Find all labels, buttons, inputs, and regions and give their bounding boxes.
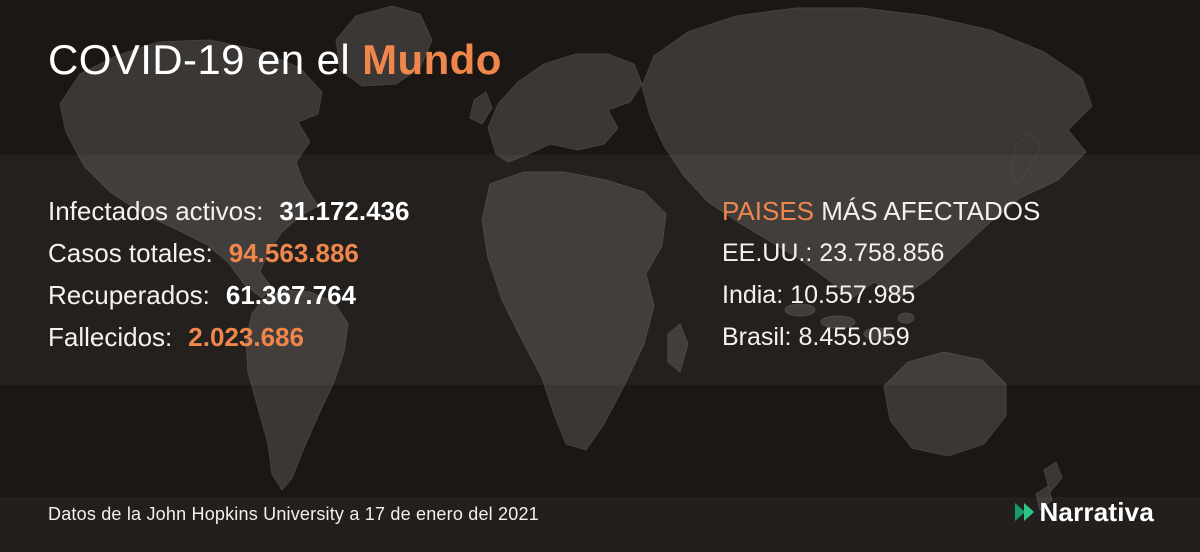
affected-title-rest: MÁS AFECTADOS [814,196,1041,226]
country-value: 23.758.856 [819,239,945,267]
stat-label: Recuperados: [48,280,210,310]
affected-title: PAISES MÁS AFECTADOS [722,198,1040,224]
page-title: COVID-19 en el Mundo [48,36,502,84]
stat-value: 94.563.886 [228,238,359,268]
stat-value: 31.172.436 [279,196,410,226]
stat-row-recuperados: Recuperados: 61.367.764 [48,282,409,308]
brand-name: Narrativa [1039,496,1154,527]
country-value: 10.557.985 [790,281,916,309]
narrativa-logo: Narrativa [1012,497,1154,527]
stat-label: Fallecidos: [48,322,173,352]
stat-row-casos-totales: Casos totales: 94.563.886 [48,240,409,266]
country-row-india: India: 10.557.985 [722,282,1040,308]
country-label: India: [722,281,784,309]
country-row-brasil: Brasil: 8.455.059 [722,324,1040,350]
country-label: Brasil: [722,323,792,351]
country-label: EE.UU.: [722,239,813,267]
stat-value: 2.023.686 [188,322,304,352]
stat-value: 61.367.764 [225,280,357,310]
title-highlight: Mundo [362,36,502,83]
stats-band [0,155,1200,385]
country-row-eeuu: EE.UU.: 23.758.856 [722,240,1040,266]
narrativa-logo-icon [1015,503,1035,521]
data-source-note: Datos de la John Hopkins University a 17… [48,504,539,524]
title-prefix: COVID-19 en el [48,36,363,83]
most-affected-countries: PAISES MÁS AFECTADOS EE.UU.: 23.758.856 I… [722,198,1040,350]
country-value: 8.455.059 [798,323,910,351]
stat-row-infectados: Infectados activos: 31.172.436 [48,198,409,224]
stat-label: Infectados activos: [48,196,264,226]
stat-label: Casos totales: [48,238,213,268]
global-stats: Infectados activos: 31.172.436 Casos tota… [48,198,409,350]
affected-title-highlight: PAISES [722,196,815,226]
stat-row-fallecidos: Fallecidos: 2.023.686 [48,324,409,350]
